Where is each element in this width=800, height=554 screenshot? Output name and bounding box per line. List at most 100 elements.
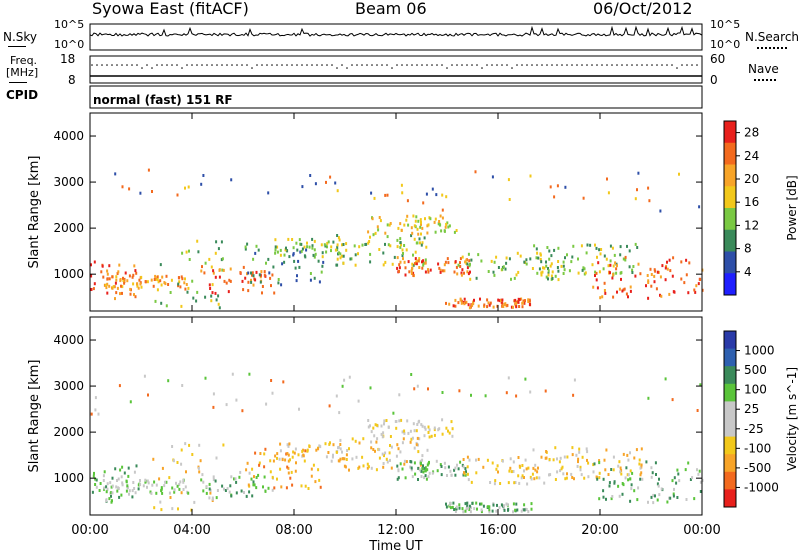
echo-cell: [419, 218, 422, 222]
echo-cell: [159, 263, 162, 267]
echo-cell: [208, 257, 211, 261]
echo-cell: [489, 481, 492, 484]
echo-cell: [277, 278, 280, 281]
echo-cell: [165, 480, 168, 484]
echo-cell: [528, 303, 531, 306]
nave-dot: [606, 64, 608, 66]
noise-search-line: [757, 47, 787, 49]
nave-dot: [206, 64, 208, 66]
echo-cell: [697, 282, 700, 286]
echo-cell: [131, 275, 134, 279]
echo-cell: [385, 419, 388, 422]
echo-cell: [401, 191, 404, 195]
nave-dot: [536, 64, 538, 66]
echo-cell: [424, 427, 427, 431]
echo-cell: [412, 253, 414, 257]
nave-dot: [461, 64, 463, 66]
echo-cell: [90, 263, 92, 267]
echo-cell: [701, 288, 704, 292]
nave-dot: [436, 64, 438, 66]
echo-cell: [183, 281, 186, 285]
echo-cell: [371, 217, 374, 221]
echo-cell: [328, 404, 331, 408]
echo-cell: [338, 238, 341, 242]
echo-cell: [595, 271, 598, 275]
echo-cell: [142, 484, 145, 488]
echo-cell: [334, 181, 337, 185]
echo-cell: [618, 460, 621, 464]
echo-cell: [110, 485, 113, 489]
echo-cell: [417, 450, 420, 454]
echo-cell: [612, 264, 615, 268]
echo-cell: [210, 299, 213, 303]
y-tick-label: 1000: [53, 471, 84, 485]
echo-cell: [217, 302, 220, 306]
y-tick-label: 3000: [53, 175, 84, 189]
echo-cell: [339, 252, 342, 256]
echo-cell: [370, 446, 373, 450]
echo-cell: [424, 258, 427, 262]
echo-cell: [685, 498, 688, 501]
echo-cell: [535, 247, 538, 251]
echo-cell: [450, 473, 453, 477]
echo-cell: [571, 453, 574, 457]
echo-cell: [258, 461, 261, 465]
echo-cell: [336, 189, 339, 193]
echo-cell: [421, 454, 424, 458]
echo-cell: [470, 393, 472, 397]
echo-cell: [313, 276, 316, 280]
echo-cell: [133, 293, 135, 297]
echo-cell: [103, 470, 106, 474]
nave-dot: [291, 64, 293, 66]
echo-cell: [114, 172, 117, 176]
echo-cell: [602, 477, 605, 481]
echo-cell: [427, 223, 430, 227]
echo-cell: [317, 468, 320, 472]
echo-cell: [562, 264, 565, 268]
echo-cell: [680, 277, 683, 281]
nave-dot: [406, 64, 408, 66]
echo-cell: [338, 411, 341, 415]
echo-cell: [374, 449, 376, 453]
echo-cell: [121, 483, 124, 487]
echo-cell: [106, 482, 109, 486]
echo-cell: [380, 424, 383, 428]
echo-cell: [446, 474, 448, 477]
echo-cell: [326, 245, 328, 249]
echo-cell: [123, 277, 126, 281]
echo-cell: [466, 501, 469, 505]
echo-cell: [632, 265, 635, 268]
echo-cell: [227, 290, 230, 294]
echo-cell: [190, 508, 193, 512]
echo-cell: [454, 304, 457, 308]
echo-cell: [115, 278, 118, 282]
echo-cell: [276, 250, 279, 254]
echo-cell: [516, 251, 519, 255]
echo-cell: [602, 489, 605, 493]
echo-cell: [527, 466, 530, 470]
echo-cell: [419, 225, 422, 229]
echo-cell: [313, 239, 316, 243]
echo-cell: [464, 509, 467, 513]
echo-cell: [167, 283, 170, 286]
echo-cell: [300, 249, 303, 253]
echo-cell: [136, 282, 139, 286]
echo-cell: [139, 479, 141, 482]
echo-cell: [464, 260, 467, 264]
echo-cell: [203, 271, 206, 275]
echo-cell: [448, 302, 451, 306]
echo-cell: [336, 234, 339, 237]
echo-cell: [163, 484, 166, 488]
echo-cell: [550, 262, 553, 266]
echo-cell: [471, 501, 474, 505]
echo-cell: [645, 460, 648, 464]
echo-cell: [208, 487, 211, 491]
echo-cell: [443, 229, 446, 233]
echo-cell: [447, 225, 450, 229]
echo-cell: [454, 510, 457, 513]
echo-cell: [401, 441, 404, 445]
echo-cell: [106, 272, 109, 276]
echo-cell: [416, 436, 419, 440]
echo-cell: [412, 422, 415, 426]
echo-cell: [680, 260, 683, 264]
